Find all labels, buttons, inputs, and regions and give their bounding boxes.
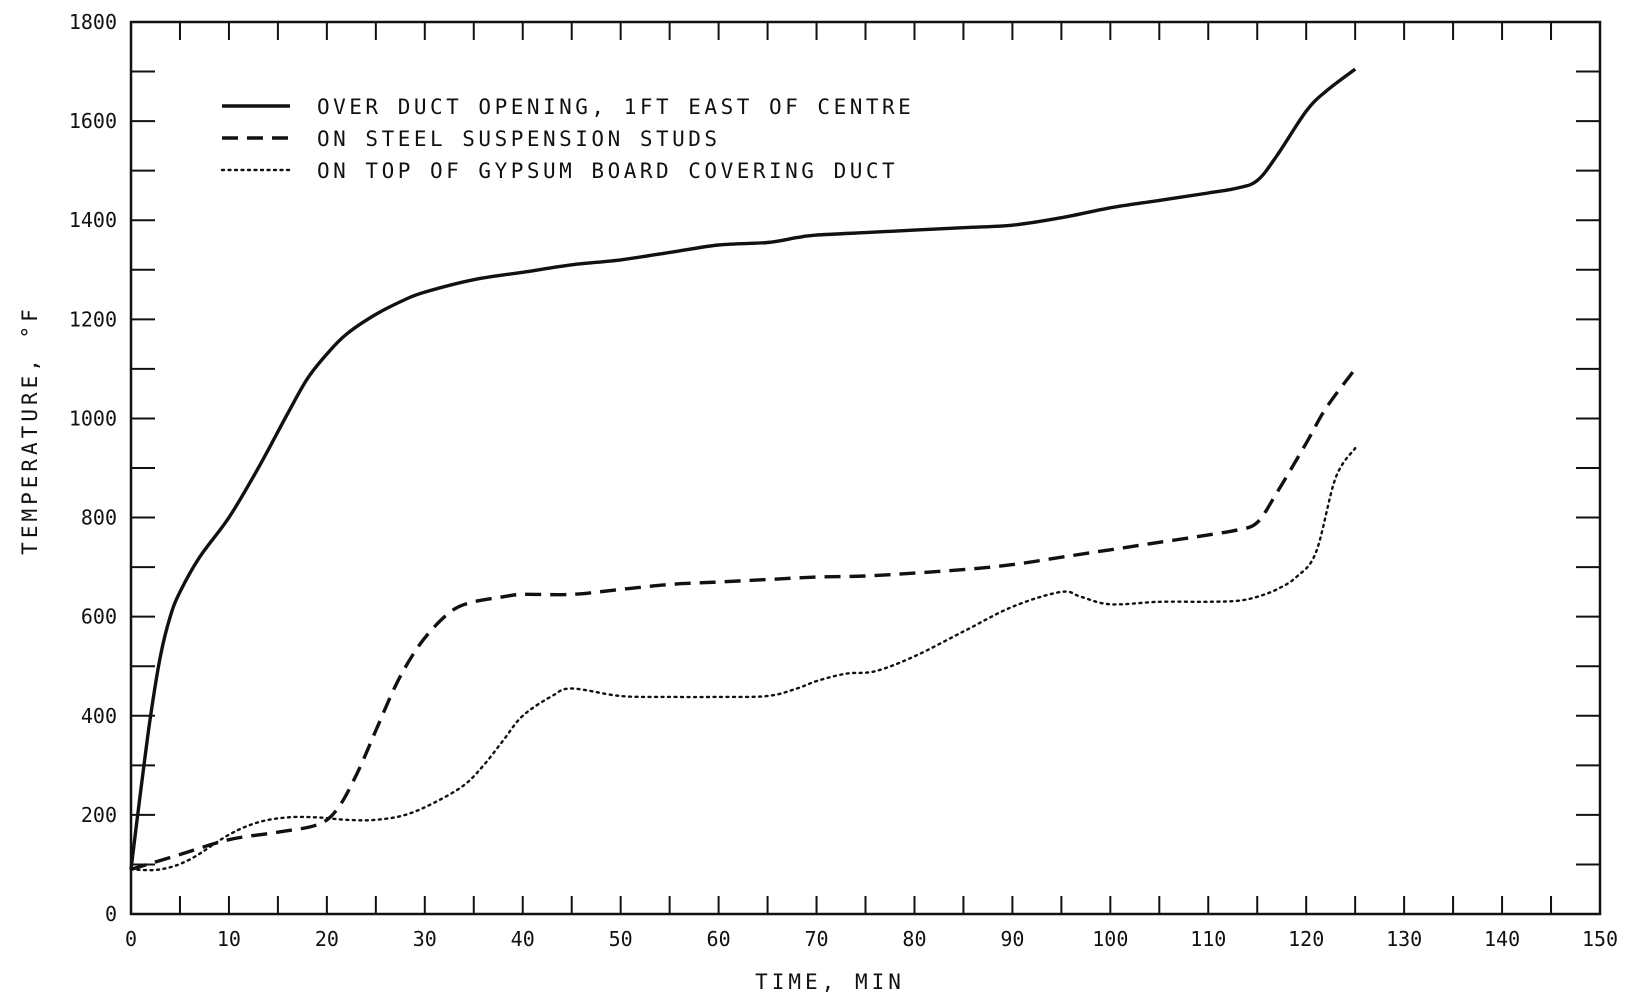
x-tick-label: 100 <box>1092 927 1128 951</box>
x-tick-label: 150 <box>1582 927 1618 951</box>
y-tick-label: 800 <box>81 506 117 530</box>
y-tick-label: 1000 <box>69 406 117 430</box>
x-tick-label: 90 <box>1000 927 1024 951</box>
axis-tick-labels: 0 10 20 30 40 50 60 70 80 90 100 110 120 130 140 150 0 20… <box>69 10 1618 951</box>
plot-border <box>129 20 1602 916</box>
x-tick-label: 20 <box>315 927 339 951</box>
plot-frame <box>129 20 1602 916</box>
x-tick-label: 110 <box>1190 927 1226 951</box>
series-line-over-duct-opening-1ft-east-of-centre <box>129 67 1357 870</box>
y-tick-label: 0 <box>105 902 117 926</box>
x-tick-label: 10 <box>217 927 241 951</box>
x-tick-label: 120 <box>1288 927 1324 951</box>
x-tick-label: 0 <box>125 927 137 951</box>
y-tick-label: 400 <box>81 704 117 728</box>
x-tick-label: 60 <box>707 927 731 951</box>
legend-label: OVER DUCT OPENING, 1FT EAST OF CENTRE <box>317 95 914 119</box>
x-tick-label: 30 <box>413 927 437 951</box>
y-tick-label: 1400 <box>69 208 117 232</box>
y-tick-label: 1200 <box>69 307 117 331</box>
x-tick-label: 40 <box>511 927 535 951</box>
y-axis-title: TEMPERATURE, °F <box>18 305 42 555</box>
x-tick-label: 130 <box>1386 927 1422 951</box>
legend-label: ON TOP OF GYPSUM BOARD COVERING DUCT <box>317 159 898 183</box>
y-tick-label: 1800 <box>69 10 117 34</box>
x-tick-label: 80 <box>902 927 926 951</box>
x-axis-title: TIME, MIN <box>755 970 905 994</box>
x-tick-label: 50 <box>609 927 633 951</box>
x-tick-label: 70 <box>804 927 828 951</box>
y-tick-label: 200 <box>81 803 117 827</box>
series-line-on-top-of-gypsum-board-covering-duct <box>129 447 1357 872</box>
y-tick-label: 1600 <box>69 109 117 133</box>
legend-label: ON STEEL SUSPENSION STUDS <box>317 127 721 151</box>
series-layer <box>129 67 1357 872</box>
y-tick-label: 600 <box>81 605 117 629</box>
series-line-on-steel-suspension-studs <box>130 367 1357 872</box>
x-tick-label: 140 <box>1484 927 1520 951</box>
axis-ticks <box>131 22 1600 914</box>
legend: OVER DUCT OPENING, 1FT EAST OF CENTRE ON … <box>220 95 914 183</box>
